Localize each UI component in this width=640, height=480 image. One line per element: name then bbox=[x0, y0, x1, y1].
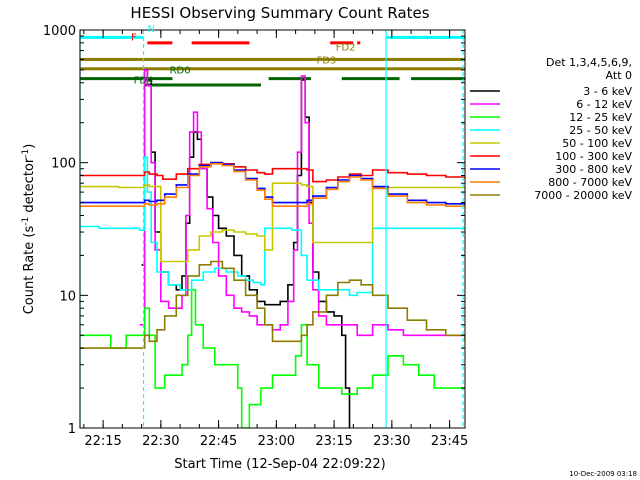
legend-entry: 7000 - 20000 keV bbox=[534, 189, 632, 202]
legend-entry: 800 - 7000 keV bbox=[548, 176, 632, 189]
series-lines bbox=[80, 69, 465, 428]
x-tick-label: 23:15 bbox=[315, 434, 352, 449]
flag-label-f: F bbox=[131, 33, 137, 44]
flag-bar-rd0-segment bbox=[341, 77, 400, 81]
legend-entry: 50 - 100 keV bbox=[562, 137, 632, 150]
x-tick-label: 22:45 bbox=[200, 434, 237, 449]
flag-bar-f-segment bbox=[147, 41, 173, 45]
legend-header: Det 1,3,4,5,6,9, bbox=[546, 56, 632, 69]
series-line-5 bbox=[80, 182, 465, 263]
series-line-3 bbox=[80, 289, 465, 428]
legend-header: Att 0 bbox=[606, 69, 632, 82]
plot-timestamp: 10-Dec-2009 03:18 bbox=[569, 470, 637, 478]
series-line-4 bbox=[80, 156, 465, 297]
x-tick-label: 22:15 bbox=[84, 434, 121, 449]
series-line-8 bbox=[80, 163, 465, 208]
x-tick-label: 23:30 bbox=[373, 434, 410, 449]
y-axis-label-sup1: -1 bbox=[21, 217, 31, 226]
flag-label-fd3: FD3 bbox=[316, 55, 336, 66]
y-axis-label-mid: detector bbox=[22, 157, 37, 217]
flag-bar-fd4-segment bbox=[145, 83, 261, 87]
legend-entry: 3 - 6 keV bbox=[583, 85, 632, 98]
y-axis-label-main: Count Rate (s bbox=[22, 226, 37, 315]
series-line-2 bbox=[139, 69, 465, 337]
flag-label-rd0: RD0 bbox=[170, 66, 191, 77]
axes: 22:15 22:30 22:45 23:00 23:15 23:30 23:45 1 10 10… bbox=[43, 24, 468, 449]
series-line-6 bbox=[80, 161, 465, 183]
legend-entry: 6 - 12 keV bbox=[576, 98, 632, 111]
flag-bar-rd0-segment bbox=[80, 77, 173, 81]
y-axis-label-sup2: -1 bbox=[21, 149, 31, 158]
series-line-9 bbox=[80, 260, 465, 349]
x-tick-label: 23:45 bbox=[431, 434, 468, 449]
y-tick-label: 1000 bbox=[43, 24, 76, 39]
flag-bar-fd2-segment bbox=[80, 57, 465, 61]
flag-bar-f-segment bbox=[330, 41, 354, 45]
y-axis-label: Count Rate (s-1 detector-1) bbox=[21, 144, 37, 315]
flag-label-n: N bbox=[147, 24, 154, 35]
flag-bar-f-segment bbox=[191, 41, 250, 45]
flag-bars bbox=[80, 35, 465, 87]
flag-bar-fd3-segment bbox=[80, 67, 465, 71]
legend-entry: 12 - 25 keV bbox=[569, 111, 632, 124]
chart-title: HESSI Observing Summary Count Rates bbox=[130, 4, 429, 22]
flag-bar-rd0-segment bbox=[411, 77, 465, 81]
x-tick-label: 22:30 bbox=[142, 434, 179, 449]
legend-entry: 100 - 300 keV bbox=[555, 150, 632, 163]
flag-bar-n-segment bbox=[386, 35, 465, 39]
flag-bar-rd0-segment bbox=[268, 77, 311, 81]
y-tick-label: 10 bbox=[59, 289, 76, 304]
y-axis-label-end: ) bbox=[22, 144, 37, 149]
flag-bar-n-segment bbox=[80, 35, 144, 39]
y-tick-label: 100 bbox=[51, 157, 76, 172]
y-tick-label: 1 bbox=[68, 422, 76, 437]
legend-entry: 25 - 50 keV bbox=[569, 124, 632, 137]
flag-bar-f-segment bbox=[357, 41, 361, 45]
flag-label-fd2: FD2 bbox=[336, 43, 356, 54]
x-axis-label: Start Time (12-Sep-04 22:09:22) bbox=[174, 457, 385, 472]
flag-label-fd4: FD4 bbox=[134, 76, 154, 87]
plot-frame bbox=[79, 29, 466, 429]
legend-entry: 300 - 800 keV bbox=[555, 163, 632, 176]
x-tick-label: 23:00 bbox=[258, 434, 295, 449]
